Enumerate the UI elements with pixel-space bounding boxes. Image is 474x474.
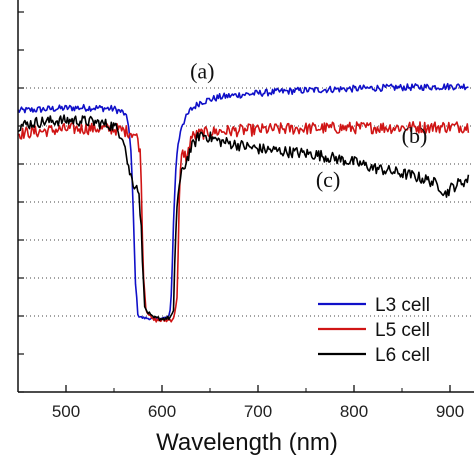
annotation-1: (b): [402, 123, 428, 148]
legend-label: L3 cell: [375, 295, 430, 316]
x-axis-title: Wavelength (nm): [156, 429, 338, 456]
annotation-2: (c): [316, 167, 340, 192]
legend-item: L3 cell: [318, 295, 430, 316]
x-tick-label: 700: [244, 402, 272, 421]
annotation-layer: (a) (b) (c): [190, 59, 427, 192]
series-l6-cell: [17, 114, 470, 322]
legend-label: L6 cell: [375, 345, 430, 366]
x-tick-label: 900: [436, 402, 464, 421]
series-l5-cell: [17, 121, 470, 323]
series-l3-cell: [17, 82, 469, 321]
legend: L3 cell L5 cell L6 cell: [318, 295, 430, 366]
annotation-0: (a): [190, 59, 214, 84]
series-layer: [17, 82, 470, 323]
plot-frame: [17, 0, 474, 393]
legend-item: L6 cell: [318, 345, 430, 366]
legend-item: L5 cell: [318, 320, 430, 341]
series-line-3: [17, 114, 470, 322]
x-tick-label: 500: [52, 402, 80, 421]
series-line-2: [17, 121, 470, 323]
x-tick-label: 600: [148, 402, 176, 421]
legend-label: L5 cell: [375, 320, 430, 341]
x-tick-label: 800: [340, 402, 368, 421]
series-line-1: [17, 82, 469, 321]
tick-layer: 500 600 700 800 900: [18, 11, 464, 421]
